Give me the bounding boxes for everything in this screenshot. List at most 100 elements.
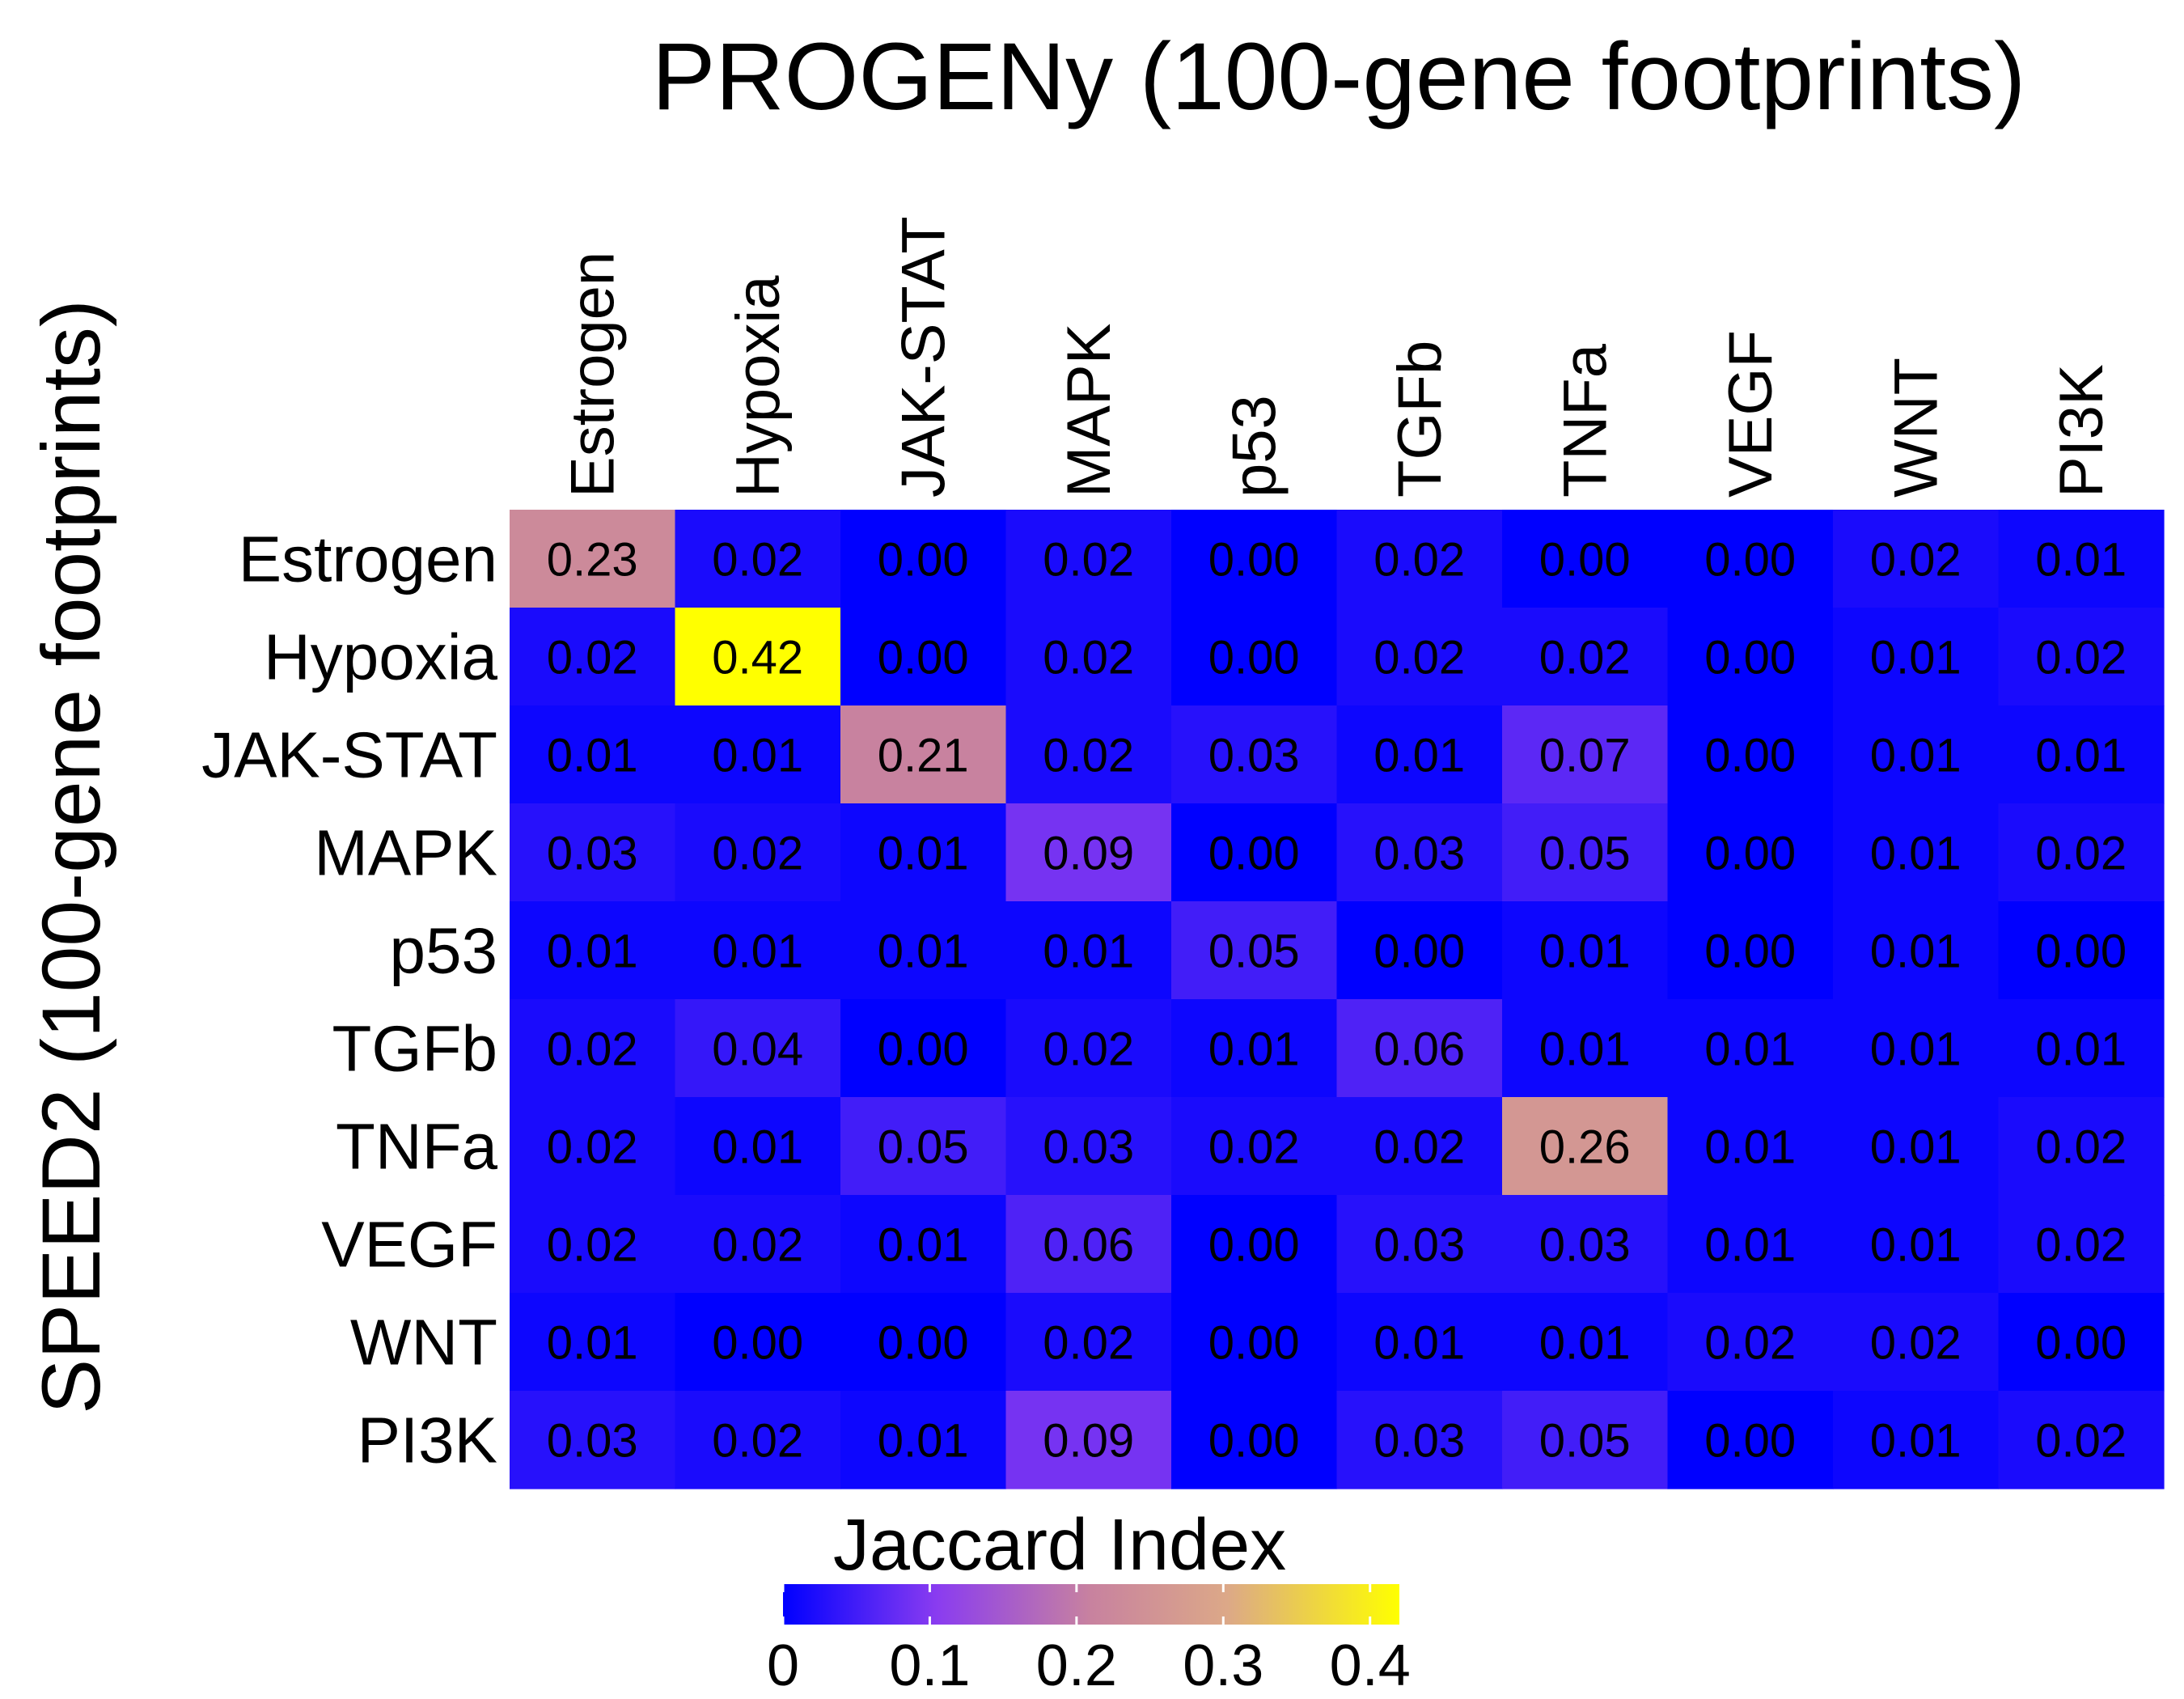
- cell-value-label: 0.01: [1870, 828, 1962, 880]
- cell-value-label: 0.03: [1208, 730, 1300, 782]
- cell-value-label: 0.02: [1870, 534, 1962, 587]
- heatmap-cell: [1833, 1195, 2000, 1294]
- cell-value-label: 0.02: [1043, 1023, 1134, 1076]
- cell-value-label: 0.00: [1704, 632, 1796, 684]
- heatmap-cell: [1336, 1195, 1503, 1294]
- heatmap-cell: [675, 705, 841, 804]
- row-label: Estrogen: [239, 523, 497, 595]
- heatmap-cell: [1502, 1195, 1669, 1294]
- chart-title: PROGENy (100-gene footprints): [651, 23, 2026, 130]
- heatmap-cell: [510, 1097, 676, 1196]
- heatmap-cell: [1336, 608, 1503, 706]
- heatmap-cell: [1833, 803, 2000, 902]
- cell-value-label: 0.01: [1704, 1121, 1796, 1174]
- heatmap-cell: [1336, 510, 1503, 608]
- heatmap-cell: [1336, 901, 1503, 1000]
- heatmap-cell: [1667, 705, 1834, 804]
- cell-value-label: 0.02: [1539, 632, 1631, 684]
- heatmap-cell: [1171, 1391, 1338, 1489]
- cell-value-label: 0.02: [1208, 1121, 1300, 1174]
- cell-value-label: 0.26: [1539, 1121, 1631, 1174]
- cell-value-label: 0.02: [2035, 828, 2127, 880]
- column-labels: Estrogen Hypoxia JAK-STAT MAPK p53 TGFb TNFa VE…: [558, 216, 2116, 498]
- heatmap-cell: [1833, 1391, 2000, 1489]
- heatmap-cell: [1336, 1391, 1503, 1489]
- cell-value-label: 0.01: [878, 1415, 969, 1468]
- heatmap-cell: [1833, 510, 2000, 608]
- heatmap-cell: [1667, 1195, 1834, 1294]
- heatmap-cell: [1998, 510, 2165, 608]
- heatmap-cell: [1833, 608, 2000, 706]
- column-label: Hypoxia: [724, 275, 793, 498]
- heatmap-cell: [1336, 999, 1503, 1098]
- heatmap-cell: [1005, 901, 1172, 1000]
- cell-value-label: 0.02: [1704, 1317, 1796, 1370]
- cell-value-label: 0.02: [1373, 534, 1465, 587]
- cell-value-label: 0.03: [1539, 1219, 1631, 1272]
- heatmap-cell: [1502, 901, 1669, 1000]
- heatmap-cell: [1005, 1195, 1172, 1294]
- legend-tick-label: 0.4: [1330, 1633, 1411, 1698]
- legend-title: Jaccard Index: [833, 1505, 1286, 1586]
- heatmap-cell: [1833, 901, 2000, 1000]
- cell-value-label: 0.01: [878, 1219, 969, 1272]
- heatmap-cell: [1171, 1097, 1338, 1196]
- cell-value-label: 0.02: [2035, 1415, 2127, 1468]
- heatmap-cell: [1998, 705, 2165, 804]
- heatmap-cell: [1005, 999, 1172, 1098]
- heatmap-cell: [840, 1293, 1007, 1392]
- cell-value-label: 0.02: [1870, 1317, 1962, 1370]
- heatmap-cell: [1998, 608, 2165, 706]
- cell-value-label: 0.01: [2035, 534, 2127, 587]
- heatmap-cell: [1502, 510, 1669, 608]
- cell-value-label: 0.05: [1208, 926, 1300, 978]
- row-label: MAPK: [314, 817, 497, 889]
- cell-value-label: 0.09: [1043, 1415, 1134, 1468]
- cell-value-label: 0.00: [1208, 1317, 1300, 1370]
- heatmap-cell: [840, 999, 1007, 1098]
- heatmap-cell: [510, 510, 676, 608]
- cell-value-label: 0.01: [1870, 1023, 1962, 1076]
- column-label: Estrogen: [558, 252, 627, 498]
- cell-value-label: 0.23: [547, 534, 638, 587]
- heatmap-cell: [1171, 705, 1338, 804]
- heatmap-cell: [1171, 803, 1338, 902]
- heatmap-cell: [1171, 1293, 1338, 1392]
- cell-value-label: 0.01: [1539, 1317, 1631, 1370]
- cell-value-label: 0.02: [547, 1121, 638, 1174]
- color-legend: Jaccard Index 0 0.1 0.2 0.3 0.4: [767, 1505, 1411, 1698]
- row-label: VEGF: [321, 1209, 497, 1281]
- heatmap-cell: [1336, 1293, 1503, 1392]
- heatmap-cell: [840, 803, 1007, 902]
- cell-value-label: 0.03: [1043, 1121, 1134, 1174]
- heatmap-cell: [1833, 1097, 2000, 1196]
- heatmap-cell: [1998, 1293, 2165, 1392]
- column-label: TNFa: [1551, 343, 1619, 498]
- column-label: MAPK: [1055, 324, 1124, 498]
- heatmap-cell: [1998, 1195, 2165, 1294]
- heatmap-cell: [1998, 1391, 2165, 1489]
- cell-value-label: 0.02: [712, 1219, 803, 1272]
- heatmap-cell: [840, 1391, 1007, 1489]
- cell-value-label: 0.03: [547, 828, 638, 880]
- cell-value-label: 0.02: [547, 1023, 638, 1076]
- cell-value-label: 0.00: [2035, 1317, 2127, 1370]
- cell-value-label: 0.01: [1373, 1317, 1465, 1370]
- cell-value-label: 0.00: [2035, 926, 2127, 978]
- cell-value-label: 0.03: [1373, 1219, 1465, 1272]
- cell-value-label: 0.00: [1208, 1219, 1300, 1272]
- cell-value-label: 0.00: [712, 1317, 803, 1370]
- row-labels: Estrogen Hypoxia JAK-STAT MAPK p53 TGFb TNFa VE…: [201, 523, 497, 1477]
- row-label: WNT: [350, 1307, 497, 1379]
- cell-value-label: 0.00: [878, 1317, 969, 1370]
- heatmap-cell: [1171, 608, 1338, 706]
- cell-value-label: 0.00: [1208, 534, 1300, 587]
- column-label: PI3K: [2047, 364, 2116, 498]
- cell-value-label: 0.01: [712, 926, 803, 978]
- heatmap-cell: [1502, 803, 1669, 902]
- cell-value-label: 0.02: [1043, 730, 1134, 782]
- cell-value-label: 0.09: [1043, 828, 1134, 880]
- cell-value-label: 0.02: [1043, 534, 1134, 587]
- cell-value-label: 0.02: [712, 828, 803, 880]
- cell-value-label: 0.01: [1208, 1023, 1300, 1076]
